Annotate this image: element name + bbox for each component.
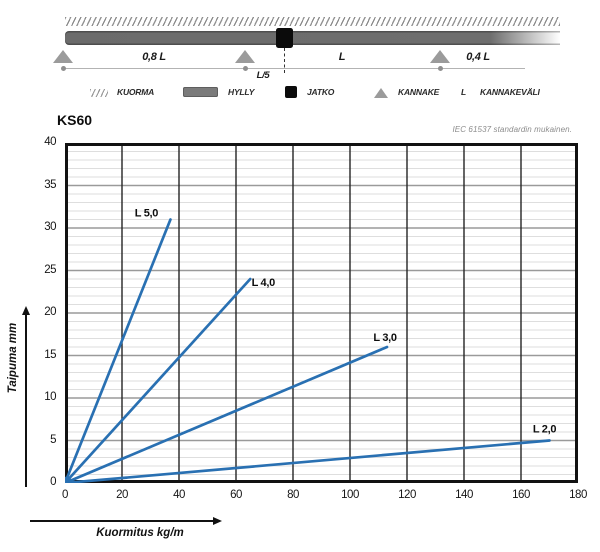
x-axis-title: Kuormitus kg/m: [96, 527, 184, 539]
x-tick-label: 60: [230, 489, 242, 501]
dim-label-right-span: 0,4 L: [466, 51, 490, 63]
x-tick-label: 0: [62, 489, 68, 501]
x-tick-label: 20: [116, 489, 128, 501]
legend-label-jatko: JATKO: [307, 87, 335, 97]
x-tick-label: 40: [173, 489, 185, 501]
y-tick-label: 0: [50, 476, 56, 488]
x-tick-label: 140: [455, 489, 473, 501]
dimension-dot: [437, 66, 443, 71]
y-tick-label: 40: [44, 136, 56, 148]
y-axis-title: Taipuma mm: [7, 322, 19, 394]
series-label: L 4,0: [252, 277, 276, 289]
series-line: [65, 345, 389, 483]
y-tick-label: 20: [44, 306, 56, 318]
y-tick-label: 15: [44, 348, 56, 361]
y-tick-label: 30: [44, 221, 56, 233]
legend-bracket-icon: [374, 88, 388, 98]
series-label: L 5,0: [135, 208, 159, 220]
x-tick-label: 120: [398, 489, 416, 501]
x-axis-arrow: [30, 520, 214, 522]
origin-point: [65, 476, 72, 483]
series-label: L 3,0: [373, 332, 397, 344]
load-hatch-strip: [65, 17, 560, 26]
legend-joint-icon: [285, 86, 297, 98]
joint-square: [276, 28, 293, 48]
plot-area: L 5,0 L 4,0 L 3,0 L 2,0: [65, 143, 578, 483]
y-tick-label: 10: [44, 391, 56, 403]
legend-symbol-l: L: [461, 87, 466, 97]
y-tick-label: 5: [50, 433, 56, 446]
chart-title: KS60: [57, 112, 93, 128]
dim-label-left-span: 0,8 L: [142, 51, 166, 63]
legend-shelf-icon: [183, 87, 218, 97]
series-label: L 2,0: [533, 424, 557, 436]
shelf-bar: [65, 31, 560, 45]
bracket-triangle-left: [53, 50, 73, 63]
legend-label-hylly: HYLLY: [228, 87, 255, 97]
bracket-triangle-middle: [235, 50, 255, 63]
joint-dashed-line: [284, 48, 285, 73]
legend-label-kannakevali: KANNAKEVÄLI: [480, 87, 540, 97]
x-tick-label: 160: [512, 489, 530, 501]
standard-note: IEC 61537 standardin mukainen.: [452, 125, 572, 134]
plot-border: [65, 143, 578, 483]
y-axis-arrowhead-icon: [21, 306, 30, 315]
series-line: [65, 218, 172, 483]
y-axis-arrow: [25, 314, 27, 487]
x-axis-arrowhead-icon: [213, 516, 222, 525]
legend-label-kannake: KANNAKE: [398, 87, 440, 97]
dimension-dot: [60, 66, 66, 71]
legend-label-kuorma: KUORMA: [117, 87, 155, 97]
y-tick-label: 35: [44, 178, 56, 191]
dim-label-joint-offset: L/5: [256, 70, 270, 81]
x-tick-label: 100: [341, 489, 359, 501]
bracket-triangle-right: [430, 50, 450, 63]
dimension-dot: [242, 66, 248, 71]
dimension-line: [62, 68, 525, 69]
dim-label-mid-span: L: [338, 51, 346, 63]
x-tick-label: 180: [569, 489, 587, 501]
legend-load-icon: [90, 89, 108, 97]
series-line: [65, 277, 252, 483]
x-tick-label: 80: [287, 489, 299, 501]
series-line: [65, 439, 551, 483]
y-tick-label: 25: [44, 263, 56, 276]
